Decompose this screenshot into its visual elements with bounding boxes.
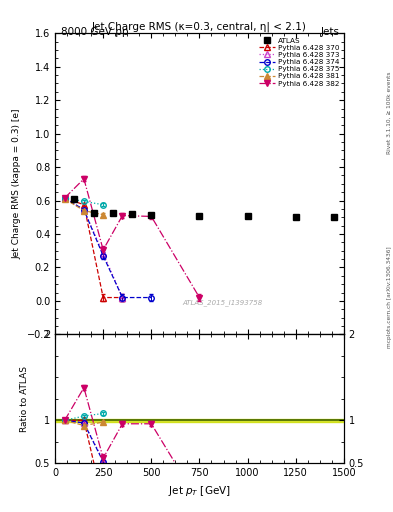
Text: 8000 GeV pp: 8000 GeV pp: [61, 27, 129, 37]
Bar: [55, 419, 344, 422]
Text: mcplots.cern.ch [arXiv:1306.3436]: mcplots.cern.ch [arXiv:1306.3436]: [387, 246, 392, 348]
Text: ATLAS_2015_I1393758: ATLAS_2015_I1393758: [182, 299, 263, 306]
Title: Jet Charge RMS (κ=0.3, central, η| < 2.1): Jet Charge RMS (κ=0.3, central, η| < 2.1…: [92, 21, 307, 32]
Legend: ATLAS, Pythia 6.428 370, Pythia 6.428 373, Pythia 6.428 374, Pythia 6.428 375, P: ATLAS, Pythia 6.428 370, Pythia 6.428 37…: [256, 35, 342, 90]
Text: Rivet 3.1.10, ≥ 100k events: Rivet 3.1.10, ≥ 100k events: [387, 71, 392, 154]
Text: Jets: Jets: [321, 27, 340, 37]
Y-axis label: Ratio to ATLAS: Ratio to ATLAS: [20, 366, 29, 432]
Y-axis label: Jet Charge RMS (kappa = 0.3) [e]: Jet Charge RMS (kappa = 0.3) [e]: [12, 109, 21, 259]
X-axis label: Jet $p_T$ [GeV]: Jet $p_T$ [GeV]: [168, 484, 231, 498]
